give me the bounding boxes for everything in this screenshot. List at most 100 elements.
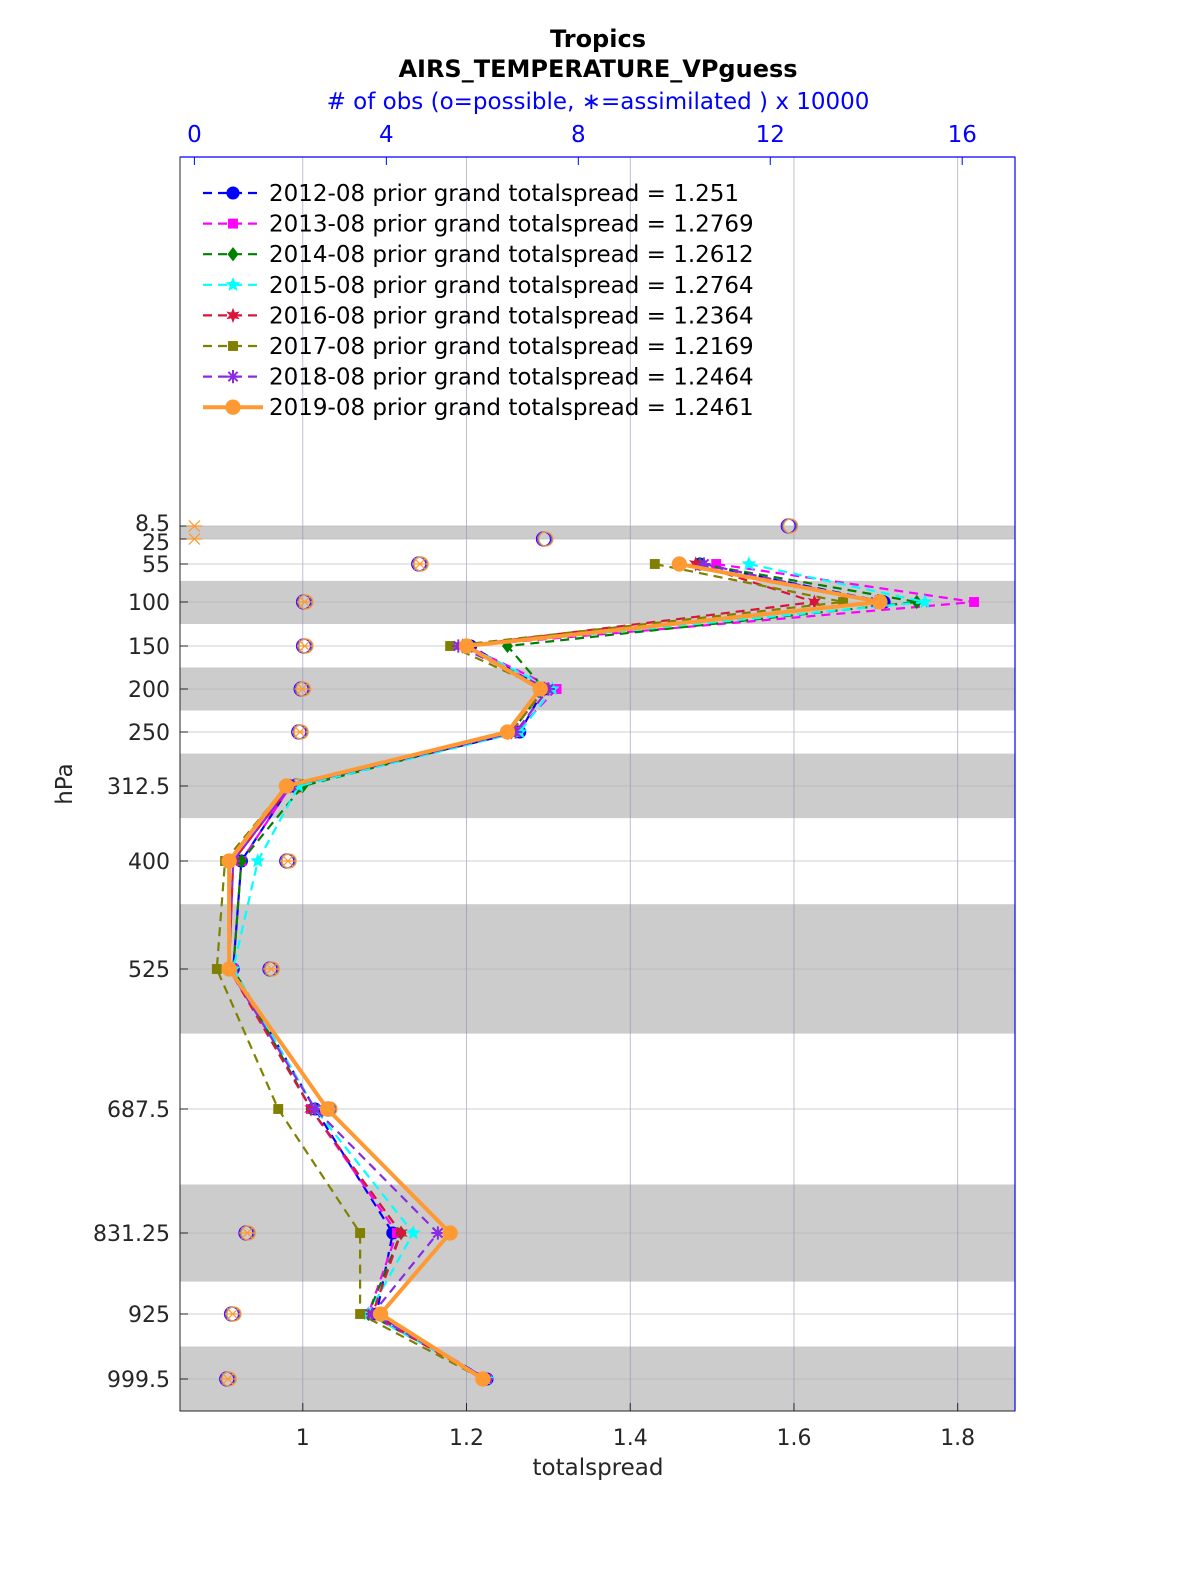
x-tick-label: 1.4 <box>613 1426 648 1451</box>
legend-label: 2017-08 prior grand totalspread = 1.2169 <box>269 334 754 360</box>
top-tick-label: 12 <box>756 122 785 148</box>
obs-assimilated-marker <box>296 595 313 609</box>
legend-marker <box>226 307 240 324</box>
grid-lines <box>180 157 1015 1411</box>
legend-marker <box>225 277 241 291</box>
series-point <box>221 961 237 977</box>
top-tick-label: 4 <box>379 122 394 148</box>
series-point <box>541 682 555 696</box>
obs-possible-marker <box>783 518 799 534</box>
legend-marker <box>227 247 239 262</box>
series-point <box>278 778 295 794</box>
series-point <box>711 559 722 569</box>
legend-label: 2012-08 prior grand totalspread = 1.251 <box>269 181 739 207</box>
series-point <box>689 556 703 572</box>
chart-subtitle: AIRS_TEMPERATURE_VPguess <box>398 55 797 83</box>
series-line <box>227 562 881 1381</box>
series-point <box>273 1104 284 1114</box>
series-point <box>319 1101 336 1117</box>
series-8 <box>221 556 888 1387</box>
series-point <box>451 639 465 653</box>
series-point <box>969 597 980 607</box>
series-point <box>649 559 660 569</box>
legend-entry: 2014-08 prior grand totalspread = 1.2612 <box>203 242 754 268</box>
obs-assimilated-marker <box>263 962 280 976</box>
series-point <box>917 594 933 609</box>
series-point <box>308 1102 322 1116</box>
series-point <box>671 556 688 572</box>
series-point <box>406 1225 421 1240</box>
legend-entry: 2018-08 prior grand totalspread = 1.2464 <box>203 365 754 391</box>
series-line <box>232 562 975 1380</box>
obs-assimilated-marker <box>291 725 308 739</box>
legend-entry: 2013-08 prior grand totalspread = 1.2769 <box>203 212 754 238</box>
series-point <box>394 1225 408 1241</box>
series-point <box>250 853 266 868</box>
obs-assimilated-marker <box>279 854 296 868</box>
series-point <box>872 594 888 610</box>
obs-assimilated-marker <box>294 682 311 696</box>
series-point <box>365 1307 379 1321</box>
series-point <box>532 681 548 697</box>
legend-label: 2015-08 prior grand totalspread = 1.2764 <box>269 273 754 299</box>
series-point <box>499 724 516 740</box>
series-point <box>475 1371 491 1387</box>
y-tick-label: 312.5 <box>107 775 170 800</box>
x-axis-label: totalspread <box>533 1455 664 1481</box>
x-tick-label: 1 <box>296 1426 310 1451</box>
legend-label: 2014-08 prior grand totalspread = 1.2612 <box>269 242 754 268</box>
top-axis-label: # of obs (o=possible, ∗=assimilated ) x … <box>327 89 870 115</box>
obs-count-markers <box>186 518 799 1387</box>
legend-marker <box>226 370 240 384</box>
obs-assimilated-marker <box>186 532 203 546</box>
series-point <box>221 853 237 869</box>
legend-marker <box>228 218 238 229</box>
series-point <box>355 1228 366 1238</box>
obs-assimilated-marker <box>239 1226 256 1240</box>
obs-assimilated-marker <box>411 557 428 571</box>
legend-entry: 2016-08 prior grand totalspread = 1.2364 <box>203 303 754 329</box>
legend-marker <box>225 399 241 415</box>
series-point <box>741 556 757 571</box>
series-point <box>697 557 711 571</box>
series-point <box>431 1226 445 1240</box>
legend-entry: 2017-08 prior grand totalspread = 1.2169 <box>203 334 754 360</box>
y-tick-label: 831.25 <box>93 1222 170 1247</box>
y-tick-label: 150 <box>128 635 170 660</box>
series-point <box>355 1309 366 1319</box>
legend-entry: 2019-08 prior grand totalspread = 1.2461 <box>203 395 754 421</box>
top-tick-label: 16 <box>948 122 977 148</box>
legend-marker <box>228 341 238 351</box>
y-tick-label: 525 <box>128 958 170 983</box>
y-tick-label: 200 <box>128 678 170 703</box>
data-series <box>211 556 980 1387</box>
y-tick-label: 100 <box>128 591 170 616</box>
legend-label: 2019-08 prior grand totalspread = 1.2461 <box>269 395 754 421</box>
legend-marker <box>226 186 240 200</box>
legend-label: 2016-08 prior grand totalspread = 1.2364 <box>269 303 754 329</box>
top-tick-label: 0 <box>187 122 202 148</box>
legend-label: 2013-08 prior grand totalspread = 1.2769 <box>269 212 754 238</box>
y-tick-label: 250 <box>128 721 170 746</box>
series-point <box>211 964 222 974</box>
legend-entry: 2015-08 prior grand totalspread = 1.2764 <box>203 273 754 299</box>
chart-title: Tropics <box>550 25 646 53</box>
series-point <box>445 641 456 651</box>
obs-assimilated-marker <box>219 1372 236 1386</box>
x-tick-label: 1.2 <box>449 1426 484 1451</box>
obs-possible-marker <box>538 531 554 547</box>
x-tick-label: 1.6 <box>776 1426 811 1451</box>
y-tick-label: 925 <box>128 1303 170 1328</box>
legend: 2012-08 prior grand totalspread = 1.251 2… <box>203 181 754 421</box>
series-point <box>442 1225 458 1241</box>
y-tick-label: 400 <box>128 850 170 875</box>
legend-label: 2018-08 prior grand totalspread = 1.2464 <box>269 365 754 391</box>
series-point <box>372 1306 389 1322</box>
y-tick-label: 999.5 <box>107 1368 170 1393</box>
obs-assimilated-marker <box>224 1307 241 1321</box>
x-tick-label: 1.8 <box>940 1426 975 1451</box>
series-point <box>838 597 849 607</box>
series-point <box>509 725 523 739</box>
